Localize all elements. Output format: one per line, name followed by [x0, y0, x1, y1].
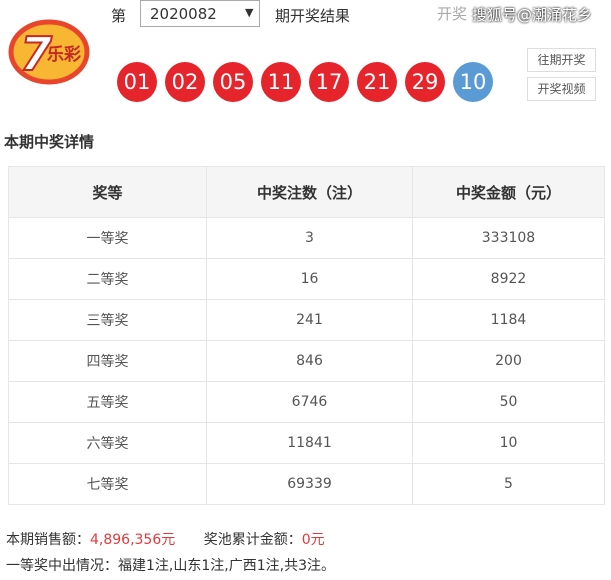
video-button[interactable]: 开奖视频 [527, 77, 596, 101]
table-row: 四等奖 846 200 [8, 340, 605, 382]
period-prefix: 第 [111, 7, 127, 25]
logo-badge [8, 19, 90, 85]
table-row: 三等奖 241 1184 [8, 299, 605, 341]
table-cell: 846 [206, 340, 413, 382]
blue-ball: 10 [453, 62, 493, 102]
red-ball: 05 [213, 62, 253, 102]
pool-label: 奖池累计金额： [203, 532, 302, 548]
table-cell: 六等奖 [8, 422, 207, 464]
period-select[interactable]: 2020082 ▼ [140, 0, 260, 27]
table-cell: 6746 [206, 381, 413, 423]
prize-table: 奖等 中奖注数（注） 中奖金额（元） 一等奖 3 333108 二等奖 16 8922 三等… [8, 166, 605, 505]
red-ball: 02 [165, 62, 205, 102]
table-cell: 11841 [206, 422, 413, 464]
red-ball: 11 [261, 62, 301, 102]
table-cell: 241 [206, 299, 413, 341]
table-row: 五等奖 6746 50 [8, 381, 605, 423]
sales-value: 4,896,356元 [90, 532, 176, 548]
table-cell: 七等奖 [8, 463, 207, 505]
table-body: 一等奖 3 333108 二等奖 16 8922 三等奖 241 1184 四等奖 846 200 五等… [8, 217, 605, 505]
table-cell: 333108 [412, 217, 605, 259]
table-cell: 二等奖 [8, 258, 207, 300]
sales-line: 本期销售额：4,896,356元 奖池累计金额：0元 [6, 529, 325, 549]
table-cell: 16 [206, 258, 413, 300]
draw-label: 开奖 [437, 5, 468, 23]
header-cell: 奖等 [8, 166, 207, 218]
period-value: 2020082 [150, 5, 217, 23]
section-title: 本期中奖详情 [4, 133, 95, 151]
logo-text: 乐彩 [47, 45, 81, 65]
table-cell: 69339 [206, 463, 413, 505]
watermark: 搜狐号@潮涌花乡 [472, 6, 593, 24]
table-row: 七等奖 69339 5 [8, 463, 605, 505]
table-header: 奖等 中奖注数（注） 中奖金额（元） [8, 166, 605, 218]
select-arrow: ▼ [245, 6, 254, 19]
table-row: 一等奖 3 333108 [8, 217, 605, 259]
table-row: 六等奖 11841 10 [8, 422, 605, 464]
red-ball: 01 [117, 62, 157, 102]
red-ball: 29 [405, 62, 445, 102]
table-cell: 5 [412, 463, 605, 505]
table-cell: 8922 [412, 258, 605, 300]
table-cell: 一等奖 [8, 217, 207, 259]
table-cell: 四等奖 [8, 340, 207, 382]
red-ball: 17 [309, 62, 349, 102]
header-cell: 中奖金额（元） [412, 166, 605, 218]
red-ball: 21 [357, 62, 397, 102]
header-cell: 中奖注数（注） [206, 166, 413, 218]
table-row: 二等奖 16 8922 [8, 258, 605, 300]
table-cell: 50 [412, 381, 605, 423]
first-prize-note: 一等奖中出情况：福建1注,山东1注,广西1注,共3注。 [6, 558, 335, 574]
table-cell: 200 [412, 340, 605, 382]
table-cell: 10 [412, 422, 605, 464]
table-cell: 1184 [412, 299, 605, 341]
logo-number: 7 [20, 27, 52, 81]
history-button[interactable]: 往期开奖 [527, 48, 596, 72]
sales-label: 本期销售额： [6, 532, 90, 548]
logo: 7 乐彩 [8, 19, 90, 85]
period-suffix: 期开奖结果 [275, 7, 351, 25]
table-cell: 三等奖 [8, 299, 207, 341]
table-cell: 五等奖 [8, 381, 207, 423]
table-cell: 3 [206, 217, 413, 259]
pool-value: 0元 [301, 532, 325, 548]
